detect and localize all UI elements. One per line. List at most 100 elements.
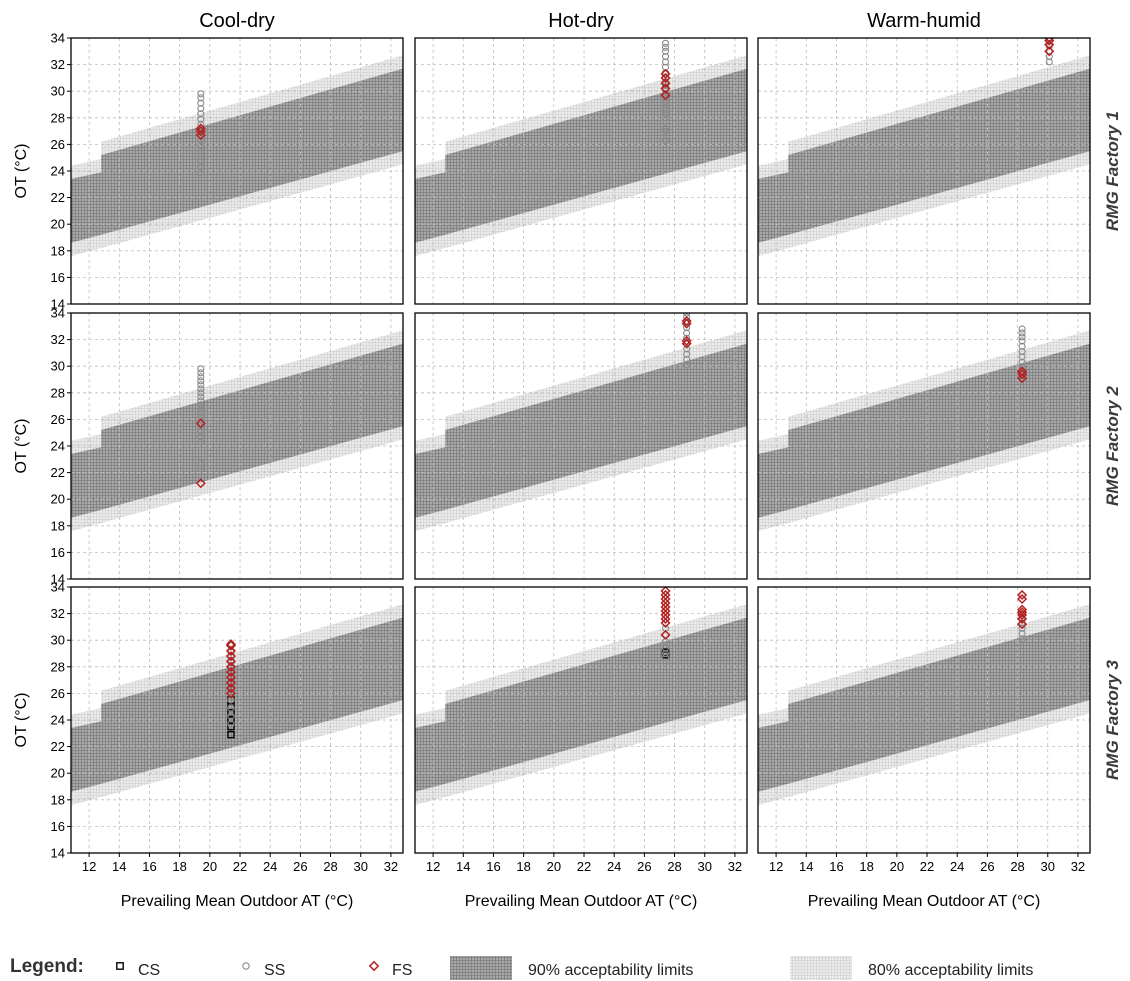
point-ss bbox=[683, 334, 691, 342]
data-points bbox=[225, 639, 237, 739]
point-ss bbox=[197, 99, 205, 107]
point-ss bbox=[1018, 624, 1026, 632]
point-ss bbox=[197, 377, 205, 385]
point-ss bbox=[197, 136, 205, 144]
x-tick-label: 22 bbox=[920, 859, 934, 874]
y-tick-label: 34 bbox=[51, 31, 65, 46]
band-90-acceptability bbox=[71, 343, 403, 518]
point-ss bbox=[197, 381, 205, 389]
point-fs bbox=[660, 629, 671, 640]
x-tick-label: 20 bbox=[547, 859, 561, 874]
point-fs bbox=[1017, 589, 1028, 601]
panel-rmg-factory-2-warm-humid bbox=[757, 312, 1091, 580]
point-ss bbox=[1018, 635, 1026, 643]
point-fs bbox=[195, 418, 206, 429]
legend-item-limit80: 80% acceptability limits bbox=[790, 956, 1033, 980]
point-fs bbox=[681, 335, 692, 346]
legend-item-ss: SS bbox=[242, 962, 285, 979]
gridlines bbox=[415, 587, 747, 853]
point-ss bbox=[197, 94, 205, 102]
y-tick-label: 14 bbox=[51, 572, 65, 587]
x-tick-label: 28 bbox=[667, 859, 681, 874]
band-90-acceptability bbox=[415, 617, 747, 792]
band-90-acceptability bbox=[71, 68, 403, 243]
point-cs bbox=[227, 730, 235, 739]
point-fs bbox=[1017, 366, 1028, 377]
point-ss bbox=[197, 422, 205, 430]
point-ss bbox=[661, 127, 670, 135]
y-tick-label: 22 bbox=[51, 739, 65, 754]
y-tick-label: 32 bbox=[51, 57, 65, 72]
y-axis-title: OT (°C) bbox=[13, 693, 30, 748]
panel-rmg-factory-1-hot-dry bbox=[414, 37, 748, 305]
legend-title: Legend: bbox=[10, 956, 84, 977]
band-90-acceptability bbox=[758, 68, 1090, 243]
y-tick-label: 16 bbox=[51, 270, 65, 285]
gridlines bbox=[415, 38, 747, 304]
point-ss bbox=[661, 43, 670, 51]
point-ss bbox=[661, 124, 670, 132]
y-tick-label: 30 bbox=[51, 633, 65, 648]
point-fs bbox=[195, 478, 206, 489]
x-axis-title: Prevailing Mean Outdoor AT (°C) bbox=[121, 893, 354, 910]
point-fs bbox=[225, 667, 237, 678]
point-fs bbox=[660, 83, 671, 94]
x-tick-label: 18 bbox=[859, 859, 873, 874]
point-ss bbox=[683, 350, 691, 358]
row-title-rmg-factory-3: RMG Factory 3 bbox=[1103, 659, 1122, 780]
x-axis-title: Prevailing Mean Outdoor AT (°C) bbox=[808, 893, 1041, 910]
point-fs bbox=[195, 123, 206, 134]
point-ss bbox=[1018, 329, 1026, 337]
data-points bbox=[660, 587, 671, 662]
point-ss bbox=[197, 104, 205, 113]
point-ss bbox=[197, 417, 205, 425]
point-ss bbox=[197, 365, 205, 373]
x-tick-label: 12 bbox=[82, 859, 96, 874]
point-fs bbox=[660, 597, 671, 609]
x-tick-label: 30 bbox=[1041, 859, 1055, 874]
point-ss bbox=[227, 712, 235, 720]
gridlines bbox=[758, 38, 1090, 304]
point-ss bbox=[661, 649, 670, 658]
gridlines bbox=[71, 587, 403, 853]
point-ss bbox=[1018, 337, 1026, 345]
x-tick-label: 24 bbox=[263, 859, 277, 874]
panel-frame bbox=[757, 312, 1091, 580]
point-fs bbox=[1017, 619, 1028, 630]
point-fs bbox=[660, 72, 671, 83]
panel-rmg-factory-3-cool-dry: 12 14 16 18 20 22 24 26 28 30 32 14 16 18 20 22 24 26 28 30… bbox=[51, 580, 404, 874]
point-ss bbox=[1018, 629, 1026, 638]
point-fs bbox=[660, 78, 671, 89]
band-90-acceptability bbox=[415, 343, 747, 518]
x-tick-label: 28 bbox=[323, 859, 337, 874]
panel-rmg-factory-2-hot-dry bbox=[414, 312, 748, 580]
point-ss bbox=[1045, 58, 1053, 66]
point-ss bbox=[197, 168, 205, 176]
y-tick-label: 24 bbox=[51, 713, 65, 728]
y-tick-label: 20 bbox=[51, 217, 65, 232]
point-ss bbox=[197, 401, 205, 409]
y-tick-label: 26 bbox=[51, 412, 65, 427]
point-ss bbox=[197, 110, 205, 118]
point-ss bbox=[197, 147, 205, 155]
data-points bbox=[195, 90, 206, 176]
point-ss bbox=[661, 58, 670, 66]
x-tick-label: 20 bbox=[203, 859, 217, 874]
legend-item-limit90: 90% acceptability limits bbox=[450, 956, 693, 980]
point-fs bbox=[1017, 373, 1028, 384]
y-tick-label: 14 bbox=[51, 846, 65, 861]
gridlines bbox=[758, 313, 1090, 579]
point-fs bbox=[1044, 46, 1055, 57]
point-ss bbox=[661, 47, 670, 55]
point-fs bbox=[660, 593, 671, 605]
point-fs bbox=[225, 677, 237, 688]
y-tick-label: 18 bbox=[51, 243, 65, 258]
legend-label: FS bbox=[392, 962, 412, 979]
x-tick-label: 16 bbox=[486, 859, 500, 874]
column-title-warm-humid: Warm-humid bbox=[867, 10, 981, 32]
gridlines bbox=[758, 587, 1090, 853]
x-tick-label: 16 bbox=[829, 859, 843, 874]
x-tick-label: 26 bbox=[637, 859, 651, 874]
x-tick-label: 16 bbox=[142, 859, 156, 874]
point-ss bbox=[197, 90, 205, 98]
